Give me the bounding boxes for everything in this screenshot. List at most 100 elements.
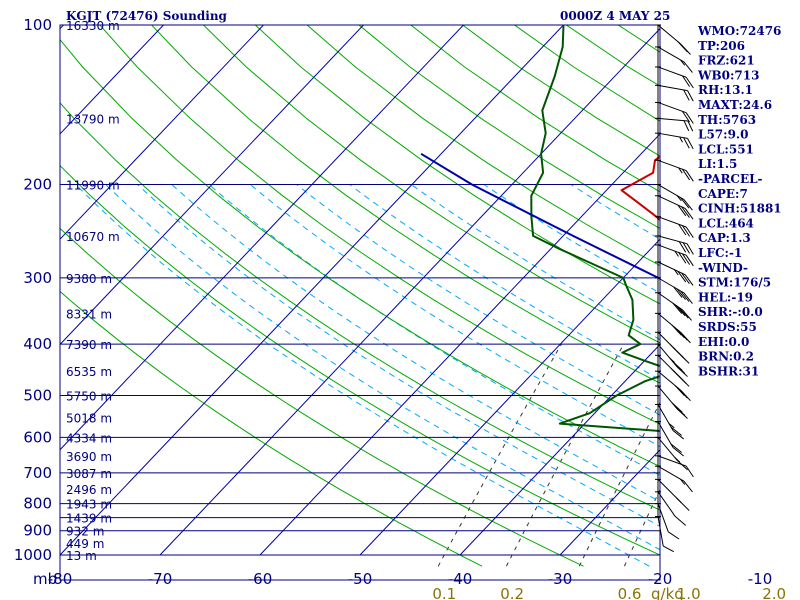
wind-barb (655, 261, 694, 286)
wind-barb-half-feather (680, 59, 686, 66)
wind-barb-feather (682, 75, 691, 87)
stat-line: FRZ:621 (698, 54, 755, 68)
wind-barb-feather (683, 292, 693, 304)
wind-barb-half-feather (679, 136, 683, 143)
wind-barb-staff (657, 66, 687, 78)
isotherm-line (159, 27, 660, 556)
wind-barb (655, 292, 692, 321)
wind-barb-feather (685, 226, 694, 239)
wind-barb (655, 132, 694, 150)
dry-adiabat-line (306, 25, 660, 267)
temperature-tick-label: -50 (348, 570, 373, 588)
wind-barb-feather (674, 516, 687, 526)
stat-line: L57:9.0 (698, 128, 748, 142)
wind-barb (655, 403, 684, 440)
stat-line: SHR:-:0.0 (698, 305, 763, 319)
wind-barb-feather (687, 138, 694, 150)
wind-barb-half-feather (670, 367, 677, 374)
height-label: 3690 m (66, 450, 112, 464)
wind-barb-staff (657, 465, 685, 482)
pressure-tick-label: 900 (23, 522, 52, 540)
wind-barb (655, 117, 694, 132)
height-label: 13790 m (66, 112, 120, 126)
isotherms (60, 25, 660, 556)
stat-line: EHI:0.0 (698, 335, 749, 349)
height-label: 6535 m (66, 365, 112, 379)
temperature-tick-label: -30 (548, 570, 573, 588)
height-label: 13 m (66, 549, 97, 563)
wind-barb-staff (657, 516, 664, 547)
wind-barb-feather (682, 309, 692, 321)
mixing-ratio-tick-label: 0.1 (432, 585, 456, 600)
wind-barb-feather (662, 545, 674, 553)
wind-barb-feather (677, 41, 688, 53)
wind-barb-feather (667, 531, 680, 540)
height-label: 5750 m (66, 389, 112, 403)
mixing-ratio-tick-label: 0.6 (618, 585, 642, 600)
mixing-ratio-tick-label: 0.2 (500, 585, 524, 600)
stat-line: WB0:713 (697, 68, 759, 82)
pressure-tick-label: 300 (23, 269, 52, 287)
wind-barb-staff (657, 235, 688, 245)
wind-barb-feather (686, 243, 694, 255)
pressure-tick-label: 400 (23, 335, 52, 353)
isotherm-line (60, 25, 565, 556)
wind-barb-feather (677, 204, 687, 217)
dry-adiabat-line (99, 25, 660, 425)
wind-barb-feather (678, 307, 689, 319)
height-label: 10670 m (66, 230, 120, 244)
pressure-tick-label: 100 (23, 16, 52, 34)
chart-title: KGJT (72476) Sounding (66, 9, 228, 23)
height-label: 449 m (66, 537, 104, 551)
height-label: 1439 m (66, 512, 112, 526)
wind-barb-half-feather (674, 250, 679, 257)
mixing-ratio-tick-label: 2.0 (762, 585, 786, 600)
mixing-ratio-unit-label: g/kg (651, 585, 684, 600)
wind-barb-feather (685, 112, 694, 124)
pressure-tick-label: 200 (23, 176, 52, 194)
wind-barb-feather (685, 76, 694, 89)
wind-barb-staff (657, 195, 686, 209)
stat-line: TP:206 (698, 39, 745, 53)
pressure-tick-label: 600 (23, 428, 52, 446)
temperature-axis: -80-70-60-50-40-30-20-10010203040 (48, 570, 773, 588)
height-label: 9380 m (66, 272, 112, 286)
wind-barb-staff (657, 101, 687, 114)
height-label: 2496 m (66, 483, 112, 497)
temperature-tick-label: -10 (748, 570, 773, 588)
wind-barb (655, 159, 694, 182)
stat-line: CAP:1.3 (698, 231, 751, 245)
wind-barb (655, 66, 694, 89)
wind-barb (655, 491, 687, 526)
isotherm-line (60, 25, 465, 451)
wind-barb-feather (683, 89, 690, 101)
wind-barb-feather (680, 197, 690, 209)
wind-barb (655, 216, 694, 239)
moist-adiabat-line (75, 184, 650, 567)
height-labels: 16330 m 13790 m 11990 m 10670 m 9380 m 8331 m… (66, 19, 120, 563)
wind-barb-feather (670, 426, 682, 436)
isotherm-line (559, 449, 660, 556)
wind-barbs (655, 24, 694, 553)
temperature-tick-label: -80 (48, 570, 73, 588)
pressure-unit-label: mb (33, 570, 57, 588)
dry-adiabat-line (60, 102, 660, 511)
wind-barb-feather (687, 120, 694, 132)
wind-barb-feather (671, 402, 683, 413)
wind-barb-feather (680, 290, 690, 302)
wind-barb (655, 370, 691, 402)
wind-barb-feather (678, 241, 687, 253)
wind-barb-feather (687, 90, 694, 102)
stat-line: SRDS:55 (698, 320, 757, 334)
wind-barb-feather (672, 302, 683, 314)
wind-barb (655, 354, 690, 387)
wind-barb (655, 24, 691, 55)
moist-adiabat-line (296, 184, 660, 416)
moist-adiabat-line (171, 184, 660, 503)
height-label: 1943 m (66, 498, 112, 512)
wind-barb-half-feather (668, 423, 675, 429)
mixing-ratio-axis: 0.10.20.61.02.03.05.010.020.030.0 (432, 585, 786, 600)
stat-line: LCL:464 (698, 216, 754, 230)
wind-barb (655, 503, 680, 540)
